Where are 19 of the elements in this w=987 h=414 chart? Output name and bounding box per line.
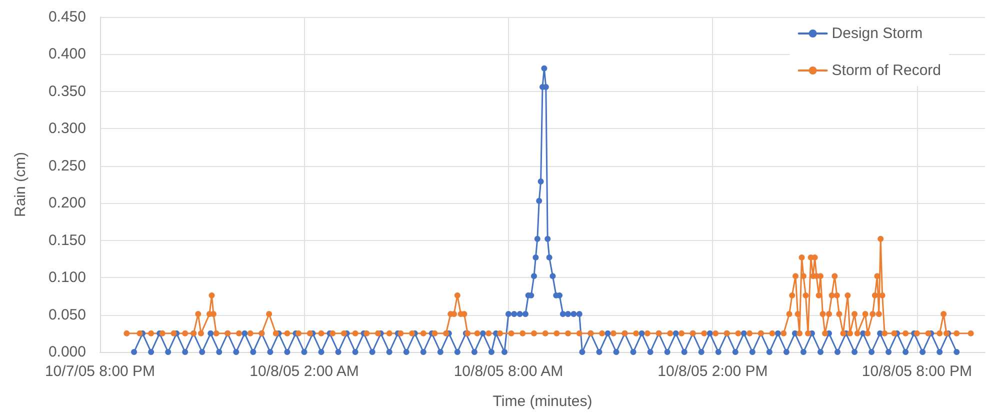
y-tick-label: 0.200 [48, 194, 86, 212]
x-tick-label: 10/8/05 2:00 PM [658, 363, 768, 380]
legend-label: Storm of Record [832, 62, 942, 79]
x-axis-title: Time (minutes) [492, 393, 592, 410]
y-tick-label: 0.050 [48, 306, 86, 324]
y-tick-label: 0.400 [48, 46, 86, 63]
y-tick-label: 0.100 [48, 269, 86, 286]
x-tick-label: 10/8/05 2:00 AM [250, 363, 359, 380]
x-tick-label: 10/7/05 8:00 PM [44, 363, 156, 380]
y-tick-label: 0.150 [48, 232, 86, 249]
y-tick-label: 0.300 [48, 120, 86, 138]
y-axis-title: Rain (cm) [12, 152, 29, 218]
y-tick-label: 0.250 [48, 157, 86, 174]
y-tick-label: 0.450 [48, 8, 86, 26]
x-tick-label: 10/8/05 8:00 PM [862, 363, 972, 380]
legend-label: Design Storm [832, 25, 923, 42]
x-tick-label: 10/8/05 8:00 AM [454, 363, 564, 380]
y-tick-label: 0.000 [48, 344, 86, 360]
y-tick-label: 0.350 [48, 82, 86, 100]
